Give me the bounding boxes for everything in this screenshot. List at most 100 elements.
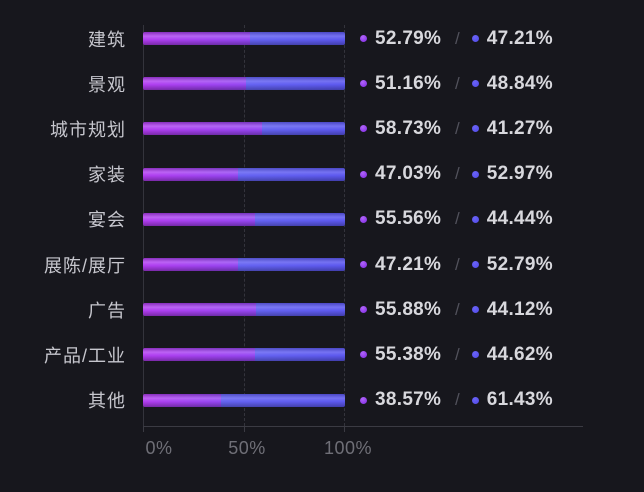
category-label: 产品/工业 [43,345,126,366]
bar-track [143,303,345,317]
bar-track [143,32,345,46]
left-value-label: 52.79% [375,27,442,49]
bar-track [143,167,345,181]
right-series-dot-icon [471,261,479,269]
bar-segment-right[interactable] [220,393,345,407]
stacked-bar[interactable] [143,32,345,46]
left-series-dot-icon [360,170,367,178]
stacked-bar[interactable] [143,303,345,317]
chart-row: 景观 51.16% / 48.84% [0,61,644,106]
category-label: 展陈/展厅 [43,255,126,276]
bar-segment-left[interactable] [143,32,250,46]
chart-row: 家装 47.03% / 52.97% [0,152,644,197]
chart-rows: 建筑 52.79% / 47.21% 景观 51.16% / [0,16,644,423]
category-label: 广告 [88,300,126,321]
bar-segment-left[interactable] [143,348,255,362]
right-series-dot-icon [471,125,479,133]
value-separator: / [455,254,460,274]
right-series-dot-icon [471,306,479,314]
right-series-dot-icon [471,170,479,178]
left-value-label: 47.03% [375,163,442,185]
stacked-bar[interactable] [143,258,345,272]
stacked-bar[interactable] [143,212,345,226]
bar-segment-right[interactable] [238,258,345,272]
bar-segment-right[interactable] [249,32,345,46]
right-value-label: 52.97% [486,163,553,185]
row-stats: 38.57% / 61.43% [360,389,563,411]
left-value-label: 38.57% [375,389,442,411]
bar-segment-right[interactable] [238,167,345,181]
row-stats: 55.56% / 44.44% [360,208,563,230]
right-value-label: 61.43% [486,389,553,411]
bar-segment-right[interactable] [246,77,345,91]
bar-segment-left[interactable] [143,212,256,226]
bar-segment-left[interactable] [143,77,247,91]
stacked-bar[interactable] [143,122,345,136]
value-separator: / [455,28,460,48]
left-series-dot-icon [360,35,367,43]
stacked-bar[interactable] [143,77,345,91]
left-value-label: 55.56% [375,208,442,230]
left-value-label: 51.16% [375,72,442,94]
value-separator: / [455,299,460,319]
x-axis-label-0: 0% [145,438,173,458]
bar-track [143,393,345,407]
bar-segment-left[interactable] [143,393,221,407]
row-stats: 47.21% / 52.79% [360,254,563,276]
stacked-bar[interactable] [143,167,345,181]
left-value-label: 47.21% [375,253,442,275]
category-label: 建筑 [88,29,126,50]
bar-segment-left[interactable] [143,258,239,272]
right-value-label: 48.84% [486,72,553,94]
left-value-label: 55.38% [375,343,442,365]
category-label: 景观 [88,74,126,95]
bar-segment-right[interactable] [254,348,345,362]
category-label: 家装 [88,165,126,186]
bar-segment-left[interactable] [143,303,256,317]
right-series-dot-icon [471,215,479,223]
chart-row: 其他 38.57% / 61.43% [0,378,644,423]
right-value-label: 41.27% [486,117,553,139]
right-series-dot-icon [471,396,479,404]
left-series-dot-icon [360,125,367,133]
row-stats: 58.73% / 41.27% [360,118,563,140]
bar-segment-left[interactable] [143,167,238,181]
right-series-dot-icon [471,35,479,43]
x-axis-tick-50 [244,427,245,432]
left-value-label: 55.88% [375,298,442,320]
left-value-label: 58.73% [375,117,442,139]
category-label: 宴会 [88,210,126,231]
x-axis-line [143,426,583,427]
left-series-dot-icon [360,215,367,223]
value-separator: / [455,390,460,410]
chart-row: 宴会 55.56% / 44.44% [0,197,644,242]
chart-row: 产品/工业 55.38% / 44.62% [0,332,644,377]
bar-track [143,77,345,91]
bar-segment-left[interactable] [143,122,262,136]
bar-segment-right[interactable] [255,212,345,226]
value-separator: / [455,118,460,138]
left-series-dot-icon [360,80,367,88]
bar-track [143,348,345,362]
right-value-label: 44.62% [486,343,553,365]
right-value-label: 44.44% [486,208,553,230]
bar-track [143,258,345,272]
left-series-dot-icon [360,396,367,404]
left-series-dot-icon [360,306,367,314]
bar-segment-right[interactable] [255,303,345,317]
row-stats: 51.16% / 48.84% [360,73,563,95]
bar-segment-right[interactable] [261,122,345,136]
value-separator: / [455,209,460,229]
right-value-label: 44.12% [486,298,553,320]
right-value-label: 52.79% [486,253,553,275]
left-series-dot-icon [360,261,367,269]
stacked-bar[interactable] [143,393,345,407]
value-separator: / [455,164,460,184]
stacked-bar[interactable] [143,348,345,362]
x-axis-label-100: 100% [323,438,373,458]
row-stats: 55.88% / 44.12% [360,299,563,321]
x-axis-label-50: 50% [228,438,266,458]
chart-row: 广告 55.88% / 44.12% [0,287,644,332]
bar-track [143,212,345,226]
